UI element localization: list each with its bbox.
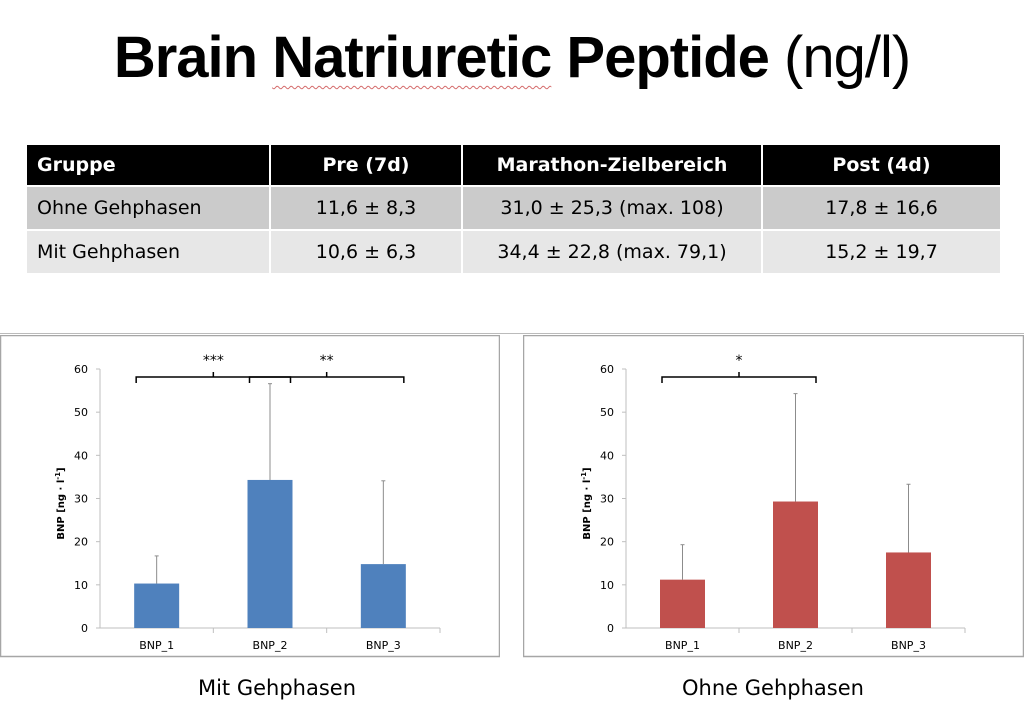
chart-mit-gehphasen: 0 10 20 30 40 50 60 BNP [ng · l-1] BNP_1 BNP_2 BNP… <box>0 335 500 658</box>
x-tick-label: BNP_1 <box>139 639 174 652</box>
bar-bnp_2 <box>247 479 293 628</box>
divider <box>0 333 1024 334</box>
x-tick-label: BNP_3 <box>366 639 401 652</box>
cell-post: 15,2 ± 19,7 <box>762 229 1002 273</box>
y-tick-label: 40 <box>74 449 88 462</box>
chart-ohne-gehphasen: 0 10 20 30 40 50 60 BNP [ng · l-1] BNP_1 BNP_2 BNP… <box>523 335 1024 658</box>
x-tick-label: BNP_1 <box>665 639 700 652</box>
cell-pre: 11,6 ± 8,3 <box>270 185 463 230</box>
caption-left: Mit Gehphasen <box>197 676 357 700</box>
y-tick-label: 50 <box>74 406 88 419</box>
cell-post: 17,8 ± 16,6 <box>762 185 1002 230</box>
x-tick-label: BNP_2 <box>253 639 288 652</box>
bar-bnp_1 <box>660 579 705 628</box>
header-gruppe: Gruppe <box>27 145 271 186</box>
x-tick-label: BNP_3 <box>891 639 926 652</box>
y-tick-label: 60 <box>74 363 88 376</box>
x-tick-label: BNP_2 <box>778 639 813 652</box>
table-row: Ohne Gehphasen 11,6 ± 8,3 31,0 ± 25,3 (m… <box>27 185 1002 230</box>
title-unit: (ng/l) <box>784 25 911 90</box>
y-tick-label: 20 <box>74 536 88 549</box>
y-tick-label: 50 <box>600 406 614 419</box>
cell-group: Ohne Gehphasen <box>27 185 271 230</box>
y-tick-label: 0 <box>607 622 614 635</box>
bar-bnp_3 <box>886 552 931 628</box>
cell-group: Mit Gehphasen <box>27 229 271 273</box>
y-tick-label: 30 <box>600 493 614 506</box>
bnp-table: Gruppe Pre (7d) Marathon-Zielbereich Pos… <box>27 145 1002 273</box>
y-axis-label: BNP [ng · l-1] <box>580 467 593 539</box>
y-tick-label: 40 <box>600 449 614 462</box>
significance-bracket <box>661 372 817 383</box>
header-pre: Pre (7d) <box>270 145 463 186</box>
header-post: Post (4d) <box>762 145 1002 186</box>
bar-bnp_2 <box>773 501 818 628</box>
y-tick-label: 30 <box>74 493 88 506</box>
y-axis-label: BNP [ng · l-1] <box>54 467 67 539</box>
y-tick-label: 10 <box>600 579 614 592</box>
significance-label: ** <box>320 353 334 369</box>
cell-marathon: 34,4 ± 22,8 (max. 79,1) <box>462 229 763 273</box>
significance-label: * <box>736 353 743 369</box>
cell-pre: 10,6 ± 6,3 <box>270 229 463 273</box>
page-title: Brain Natriuretic Peptide (ng/l) <box>0 18 1024 98</box>
bar-bnp_3 <box>360 564 406 628</box>
bar-bnp_1 <box>134 583 180 628</box>
cell-marathon: 31,0 ± 25,3 (max. 108) <box>462 185 763 230</box>
significance-label: *** <box>203 353 224 369</box>
table-row: Mit Gehphasen 10,6 ± 6,3 34,4 ± 22,8 (ma… <box>27 229 1002 273</box>
y-tick-label: 20 <box>600 536 614 549</box>
table-header-row: Gruppe Pre (7d) Marathon-Zielbereich Pos… <box>27 145 1002 186</box>
y-tick-label: 60 <box>600 363 614 376</box>
y-tick-label: 0 <box>81 622 88 635</box>
significance-bracket <box>248 372 405 383</box>
significance-bracket <box>135 372 292 383</box>
caption-right: Ohne Gehphasen <box>682 676 864 700</box>
y-tick-label: 10 <box>74 579 88 592</box>
header-marathon: Marathon-Zielbereich <box>462 145 763 186</box>
title-main: Brain Natriuretic Peptide <box>113 25 785 90</box>
